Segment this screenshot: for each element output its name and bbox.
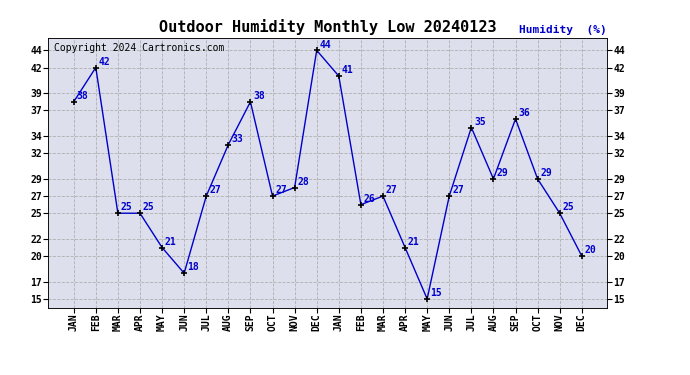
Text: 35: 35 [474,117,486,127]
Text: 26: 26 [364,194,375,204]
Text: 18: 18 [187,262,199,272]
Text: 28: 28 [297,177,309,187]
Text: 29: 29 [496,168,508,178]
Text: 38: 38 [77,91,88,101]
Text: 27: 27 [452,185,464,195]
Text: 27: 27 [386,185,397,195]
Text: 29: 29 [540,168,552,178]
Text: 27: 27 [209,185,221,195]
Title: Outdoor Humidity Monthly Low 20240123: Outdoor Humidity Monthly Low 20240123 [159,19,497,35]
Text: Humidity  (%): Humidity (%) [520,25,607,35]
Text: Copyright 2024 Cartronics.com: Copyright 2024 Cartronics.com [54,43,224,53]
Text: 21: 21 [165,237,177,247]
Text: 38: 38 [253,91,265,101]
Text: 21: 21 [408,237,420,247]
Text: 33: 33 [231,134,243,144]
Text: 25: 25 [562,202,574,212]
Text: 27: 27 [275,185,287,195]
Text: 42: 42 [99,57,110,67]
Text: 41: 41 [342,65,353,75]
Text: 25: 25 [121,202,132,212]
Text: 20: 20 [584,245,596,255]
Text: 44: 44 [319,40,331,50]
Text: 25: 25 [143,202,155,212]
Text: 15: 15 [430,288,442,298]
Text: 36: 36 [518,108,530,118]
